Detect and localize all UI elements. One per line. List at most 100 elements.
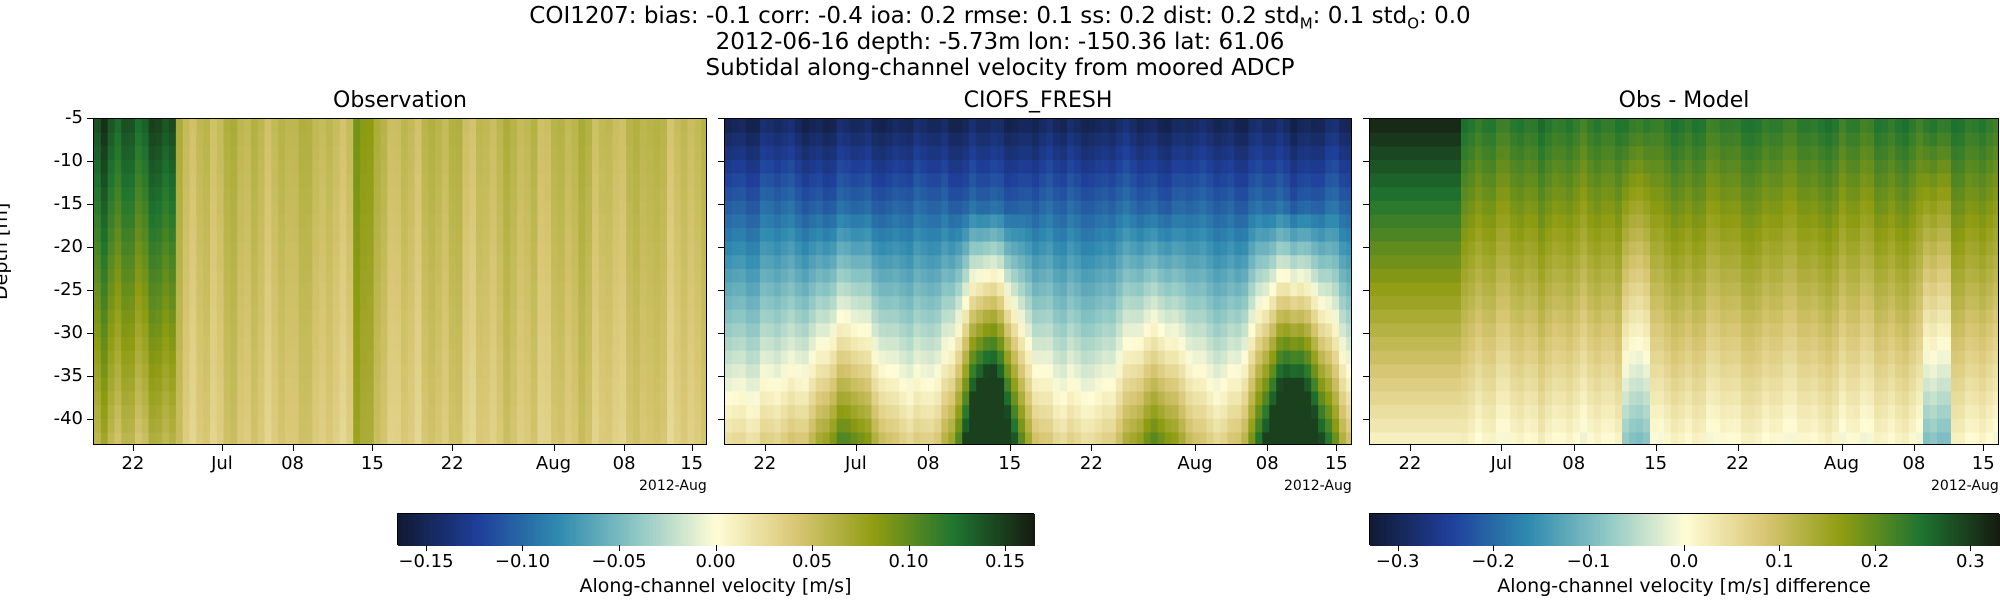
- heatmap-cell: [196, 159, 204, 175]
- heatmap-cell: [766, 214, 775, 229]
- heatmap-cell: [462, 187, 470, 202]
- heatmap-cell: [476, 159, 484, 175]
- heatmap-cell: [864, 350, 873, 365]
- heatmap-cell: [407, 200, 416, 215]
- heatmap-cell: [1087, 159, 1096, 175]
- heatmap-cell: [1552, 377, 1560, 393]
- heatmap-cell: [1370, 200, 1378, 215]
- heatmap-cell: [510, 337, 518, 352]
- heatmap-cell: [1419, 159, 1427, 175]
- heatmap-cell: [380, 255, 388, 270]
- heatmap-cell: [1206, 119, 1215, 134]
- heatmap-cell: [701, 268, 706, 284]
- heatmap-cell: [1025, 187, 1033, 202]
- heatmap-cell: [745, 323, 754, 338]
- heatmap-cell: [209, 323, 218, 338]
- heatmap-cell: [1136, 282, 1145, 297]
- heatmap-cell: [934, 323, 942, 338]
- heatmap-cell: [694, 255, 702, 270]
- heatmap-cell: [175, 282, 184, 297]
- heatmap-cell: [339, 146, 348, 161]
- heatmap-cell: [1468, 146, 1476, 161]
- heatmap-cell: [462, 364, 470, 379]
- heatmap-cell: [305, 119, 313, 134]
- heatmap-cell: [1122, 405, 1131, 420]
- heatmap-cell: [571, 405, 579, 420]
- heatmap-cell: [626, 173, 634, 188]
- heatmap-cell: [892, 309, 901, 324]
- heatmap-cell: [441, 418, 450, 433]
- heatmap-cell: [1304, 255, 1312, 270]
- heatmap-cell: [387, 241, 395, 256]
- heatmap-cell: [983, 282, 991, 297]
- heatmap-cell: [673, 214, 682, 229]
- heatmap-cell: [121, 228, 129, 243]
- heatmap-cell: [878, 296, 887, 311]
- heatmap-cell: [1143, 405, 1152, 420]
- heatmap-cell: [1039, 432, 1047, 444]
- heatmap-cell: [373, 364, 382, 379]
- heatmap-cell: [1171, 228, 1180, 243]
- heatmap-cell: [1339, 214, 1347, 229]
- heatmap-cell: [1475, 282, 1483, 297]
- heatmap-cell: [829, 146, 838, 161]
- heatmap-cell: [100, 187, 109, 202]
- heatmap-cell: [544, 337, 552, 352]
- heatmap-cell: [1185, 132, 1194, 147]
- heatmap-cell: [148, 228, 156, 243]
- heatmap-cell: [223, 214, 232, 229]
- heatmap-cell: [815, 173, 824, 188]
- heatmap-cell: [223, 296, 232, 311]
- heatmap-cell: [469, 323, 477, 338]
- heatmap-cell: [1297, 228, 1305, 243]
- heatmap-cell: [339, 119, 348, 134]
- heatmap-cell: [773, 214, 782, 229]
- heatmap-cell: [1440, 187, 1448, 202]
- heatmap-cell: [1276, 418, 1284, 433]
- heatmap-cell: [906, 337, 914, 352]
- heatmap-cell: [598, 119, 607, 134]
- heatmap-cell: [927, 296, 935, 311]
- heatmap-cell: [1199, 159, 1208, 175]
- heatmap-cell: [162, 255, 170, 270]
- heatmap-cell: [962, 228, 970, 243]
- heatmap-cell: [1011, 309, 1019, 324]
- heatmap-cell: [578, 323, 586, 338]
- heatmap-cell: [1318, 119, 1326, 134]
- heatmap-cell: [962, 146, 970, 161]
- heatmap-cell: [997, 119, 1005, 134]
- heatmap-cell: [766, 241, 775, 256]
- heatmap-cell: [537, 268, 545, 284]
- heatmap-cell: [1461, 268, 1469, 284]
- heatmap-cell: [462, 432, 470, 444]
- heatmap-cell: [134, 323, 143, 338]
- heatmap-cell: [441, 432, 450, 444]
- heatmap-cell: [551, 214, 559, 229]
- heatmap-cell: [906, 119, 914, 134]
- heatmap-cell: [941, 132, 949, 147]
- heatmap-cell: [1325, 159, 1333, 175]
- heatmap-cell: [1115, 418, 1124, 433]
- heatmap-cell: [325, 418, 334, 433]
- heatmap-cell: [1241, 200, 1249, 215]
- heatmap-cell: [503, 119, 511, 134]
- heatmap-cell: [885, 337, 894, 352]
- heatmap-cell: [955, 187, 963, 202]
- heatmap-cell: [1255, 405, 1263, 420]
- heatmap-cell: [128, 200, 136, 215]
- heatmap-cell: [1255, 309, 1263, 324]
- heatmap-cell: [1032, 187, 1040, 202]
- heatmap-cell: [203, 214, 211, 229]
- heatmap-cell: [128, 432, 136, 444]
- heatmap-cell: [653, 418, 661, 433]
- heatmap-cell: [332, 432, 341, 444]
- heatmap-cell: [899, 282, 908, 297]
- heatmap-cell: [551, 255, 559, 270]
- heatmap-cell: [585, 309, 593, 324]
- heatmap-cell: [578, 228, 586, 243]
- heatmap-cell: [1538, 228, 1546, 243]
- heatmap-cell: [598, 159, 607, 175]
- heatmap-cell: [701, 187, 706, 202]
- heatmap-cell: [1101, 432, 1110, 444]
- heatmap-cell: [612, 228, 620, 243]
